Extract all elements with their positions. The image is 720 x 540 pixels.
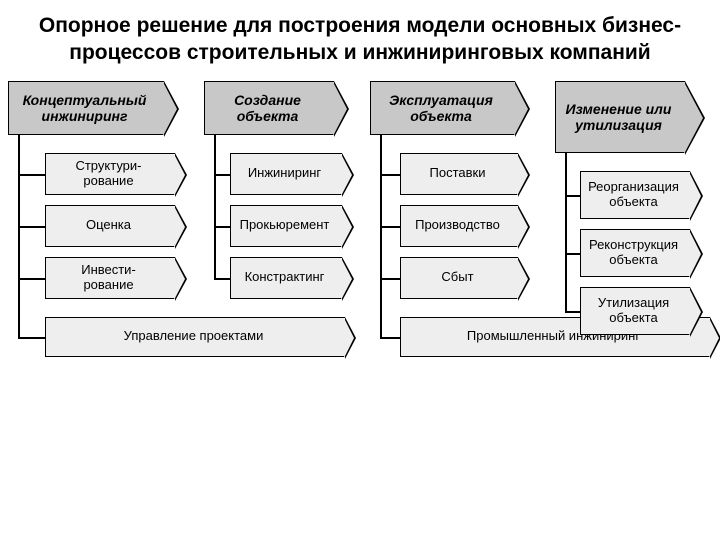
- col2-item0-arrow-fill: [517, 154, 528, 196]
- col0-item0-arrow-fill: [174, 154, 185, 196]
- col2-wide-arrow-fill: [709, 318, 719, 358]
- col1-item0-arrow-fill: [341, 154, 352, 196]
- col2-header: Эксплуатация объекта: [370, 81, 515, 135]
- col0-hconn2: [18, 278, 45, 280]
- col0-item0-label: Структури- рование: [75, 159, 141, 189]
- col1-hconn1: [214, 226, 230, 228]
- col3-spine: [565, 153, 567, 311]
- col2-item0-label: Поставки: [430, 166, 486, 181]
- col2-item2-label: Сбыт: [441, 270, 473, 285]
- col0-header-arrow-fill: [163, 82, 177, 136]
- col1-spine: [214, 135, 216, 278]
- col2-item2: Сбыт: [400, 257, 518, 299]
- col3-item0: Реорганизация объекта: [580, 171, 690, 219]
- diagram-container: Концептуальный инжиниринг Структури- рова…: [0, 81, 720, 501]
- col0-hconn0: [18, 174, 45, 176]
- col1-header-arrow-fill: [333, 82, 347, 136]
- col3-item1-label: Реконструкция объекта: [587, 238, 680, 268]
- col0-wide: Управление проектами: [45, 317, 345, 357]
- col3-hconn0: [565, 195, 580, 197]
- col0-item2: Инвести- рование: [45, 257, 175, 299]
- col3-hconn2: [565, 311, 580, 313]
- col2-header-arrow-fill: [514, 82, 528, 136]
- col1-hconn0: [214, 174, 230, 176]
- col2-header-label: Эксплуатация объекта: [377, 92, 505, 124]
- col0-item1-arrow-fill: [174, 206, 185, 248]
- col0-item1-label: Оценка: [86, 218, 131, 233]
- col0-item1: Оценка: [45, 205, 175, 247]
- col0-hconn1: [18, 226, 45, 228]
- col1-item2-label: Констрактинг: [245, 270, 325, 285]
- col1-item2-arrow-fill: [341, 258, 352, 300]
- col0-hconn-wide: [18, 337, 45, 339]
- col0-spine: [18, 135, 20, 337]
- col0-item2-label: Инвести- рование: [81, 263, 136, 293]
- col2-hconn2: [380, 278, 400, 280]
- col2-hconn1: [380, 226, 400, 228]
- col3-hconn1: [565, 253, 580, 255]
- col2-item1: Производство: [400, 205, 518, 247]
- col1-item0: Инжиниринг: [230, 153, 342, 195]
- col0-header: Концептуальный инжиниринг: [8, 81, 164, 135]
- col0-item2-arrow-fill: [174, 258, 185, 300]
- col2-hconn0: [380, 174, 400, 176]
- col3-header: Изменение или утилизация: [555, 81, 685, 153]
- col1-item1-label: Прокьюремент: [240, 218, 330, 233]
- col1-header: Создание объекта: [204, 81, 334, 135]
- col0-item0: Структури- рование: [45, 153, 175, 195]
- col3-item2-label: Утилизация объекта: [587, 296, 680, 326]
- col3-header-label: Изменение или утилизация: [562, 101, 675, 133]
- col2-item1-arrow-fill: [517, 206, 528, 248]
- col3-item2: Утилизация объекта: [580, 287, 690, 335]
- col1-hconn2: [214, 278, 230, 280]
- col2-item1-label: Производство: [415, 218, 500, 233]
- col2-spine: [380, 135, 382, 337]
- col2-item0: Поставки: [400, 153, 518, 195]
- col0-header-label: Концептуальный инжиниринг: [15, 92, 154, 124]
- col1-item1-arrow-fill: [341, 206, 352, 248]
- col2-item2-arrow-fill: [517, 258, 528, 300]
- col3-item0-arrow-fill: [689, 172, 701, 220]
- col3-header-arrow-fill: [684, 82, 703, 154]
- col1-item1: Прокьюремент: [230, 205, 342, 247]
- col1-header-label: Создание объекта: [211, 92, 324, 124]
- col0-wide-label: Управление проектами: [124, 329, 264, 344]
- col3-item0-label: Реорганизация объекта: [587, 180, 680, 210]
- col1-item0-label: Инжиниринг: [248, 166, 321, 181]
- col3-item2-arrow-fill: [689, 288, 701, 336]
- col0-wide-arrow-fill: [344, 318, 354, 358]
- col3-item1-arrow-fill: [689, 230, 701, 278]
- diagram-title: Опорное решение для построения модели ос…: [0, 0, 720, 81]
- col2-hconn-wide: [380, 337, 400, 339]
- col1-item2: Констрактинг: [230, 257, 342, 299]
- col3-item1: Реконструкция объекта: [580, 229, 690, 277]
